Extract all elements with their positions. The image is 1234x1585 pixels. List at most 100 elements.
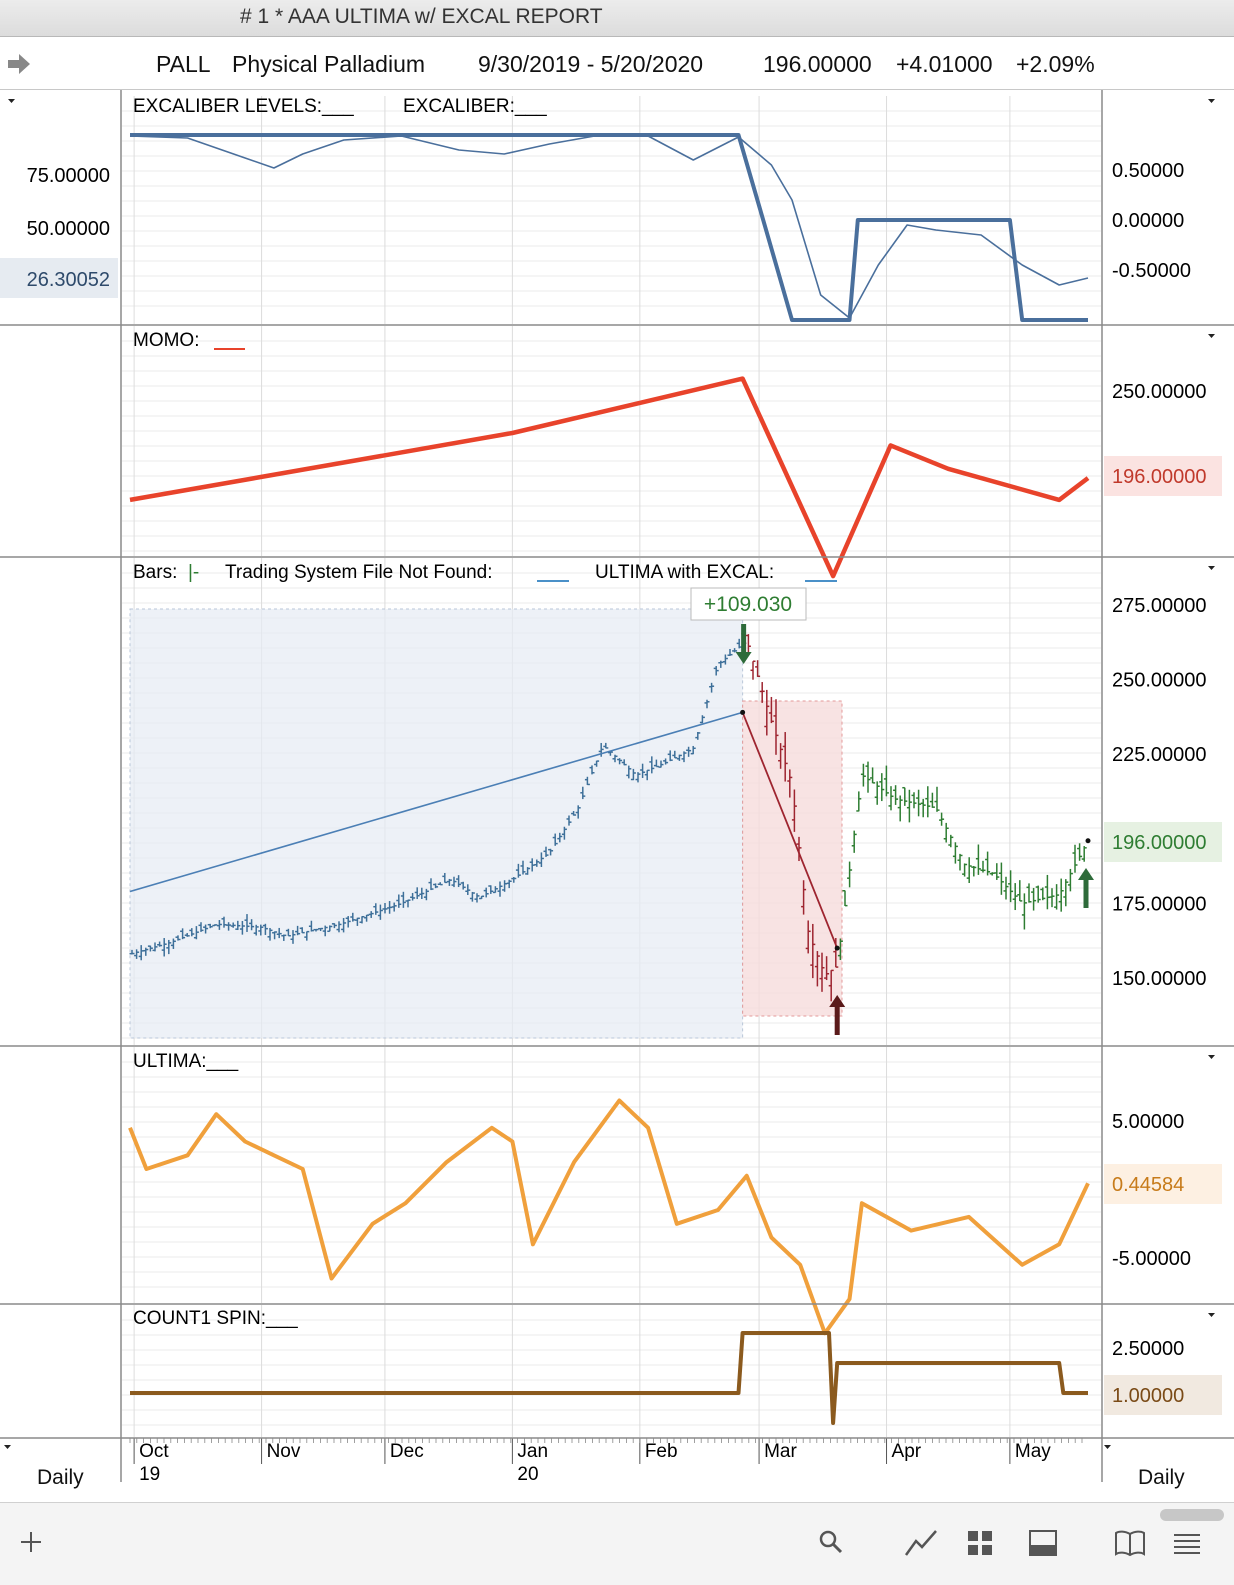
price-bar [147,945,153,952]
count-title: COUNT1 SPIN:___ [133,1308,298,1329]
add-icon[interactable] [18,1529,44,1555]
price-bar [975,844,981,875]
price-bar [690,745,696,755]
price-bar [1026,883,1032,903]
book-icon[interactable] [1114,1529,1146,1557]
horizontal-scrollbar[interactable] [1160,1509,1224,1521]
price-bar [828,969,834,1002]
price-bar [594,760,600,767]
y-tick-momo: 250.00000 [1112,381,1207,403]
price-bar [805,920,811,954]
price-bar [860,763,866,787]
price-bar [893,785,899,805]
price-bar [129,949,135,955]
ultima-current-value: 0.44584 [1112,1174,1184,1196]
price-bar [433,883,439,889]
price-bar [534,859,540,867]
price-bar [1081,846,1087,862]
y-tick-excal-left: 50.00000 [27,218,110,240]
price-bar [902,786,908,806]
price-bar [423,888,429,901]
price-bar [189,928,195,937]
panel-dropdown-markers[interactable] [4,99,1215,1449]
price-bar [879,773,885,802]
price-bar [529,858,535,872]
price-bar [814,951,820,987]
excal-levels-title: EXCALIBER LEVELS:___ [133,96,354,117]
price-bar [216,920,222,930]
price-bar [281,934,287,941]
price-bar [980,860,986,873]
x-tick-year: 19 [139,1464,160,1485]
price-bar [759,682,765,703]
y-tick-excal-right: -0.50000 [1112,260,1191,282]
price-bar [295,925,301,936]
price-bar [971,865,977,877]
price-bar [230,922,236,928]
period-selector-left[interactable]: Daily [37,1466,84,1489]
search-icon[interactable] [818,1529,844,1555]
x-tick-month: Dec [390,1441,424,1462]
price-bar [750,660,756,680]
price-bar [897,795,903,822]
price-bar [649,756,655,774]
price-bar [180,928,186,940]
price-bar [617,758,623,765]
price-bar [1063,879,1069,907]
price-bar [998,862,1004,895]
profit-label-box: +109.030 [690,587,807,621]
price-bar [258,924,264,936]
y-tick-excal-left: 75.00000 [27,165,110,187]
y-tick-bars: 150.00000 [1112,968,1207,990]
price-bar [143,947,149,956]
last-price: 196.00000 [763,51,872,77]
price-bar [442,872,448,884]
line-chart-icon[interactable] [904,1529,938,1557]
panel-dividers [0,90,1234,1482]
price-bar [557,832,563,843]
last-price-dot [1085,838,1091,844]
price-change: +4.01000 [896,51,993,77]
trade-line [741,712,839,949]
price-bar [1072,844,1078,873]
price-bar [515,863,521,878]
price-bar [865,761,871,793]
forward-arrow-icon[interactable] [6,53,32,75]
price-bar [364,914,370,922]
window-title: # 1 * AAA ULTIMA w/ EXCAL REPORT [240,5,603,28]
price-bar [874,781,880,805]
current-value-tags: 26.30052 196.00000 196.00000 0.44584 1.0… [0,258,1222,1415]
x-tick-month: Apr [892,1441,922,1462]
price-bar [916,789,922,817]
price-bar [373,903,379,915]
price-bar [842,890,848,907]
price-bar [952,842,958,864]
y-tick-bars: 275.00000 [1112,595,1207,617]
menu-icon[interactable] [1172,1529,1202,1557]
price-bar [479,895,485,900]
price-bar [157,941,163,947]
x-tick-month: Oct [139,1441,169,1462]
grid-layout-icon[interactable] [966,1529,994,1557]
period-selector-right[interactable]: Daily [1138,1466,1185,1489]
price-bar [212,924,218,927]
panel-layout-icon[interactable] [1028,1529,1058,1557]
trade-entry-dot [740,709,746,715]
price-bar [778,743,784,769]
price-bar [663,758,669,765]
price-bar [327,925,333,933]
price-bar [962,863,968,877]
price-bar [699,715,705,724]
price-bar [883,765,889,797]
excal-levels-line [130,133,1088,322]
price-bar [626,765,632,779]
x-tick-month: Nov [267,1441,301,1462]
price-bar [1035,885,1041,903]
price-bar [1040,887,1046,901]
long-position-zone [129,608,744,1039]
price-bar [672,750,678,759]
price-bar [377,904,383,920]
price-bar [502,880,508,892]
price-bar [695,731,701,740]
price-bar [653,759,659,768]
